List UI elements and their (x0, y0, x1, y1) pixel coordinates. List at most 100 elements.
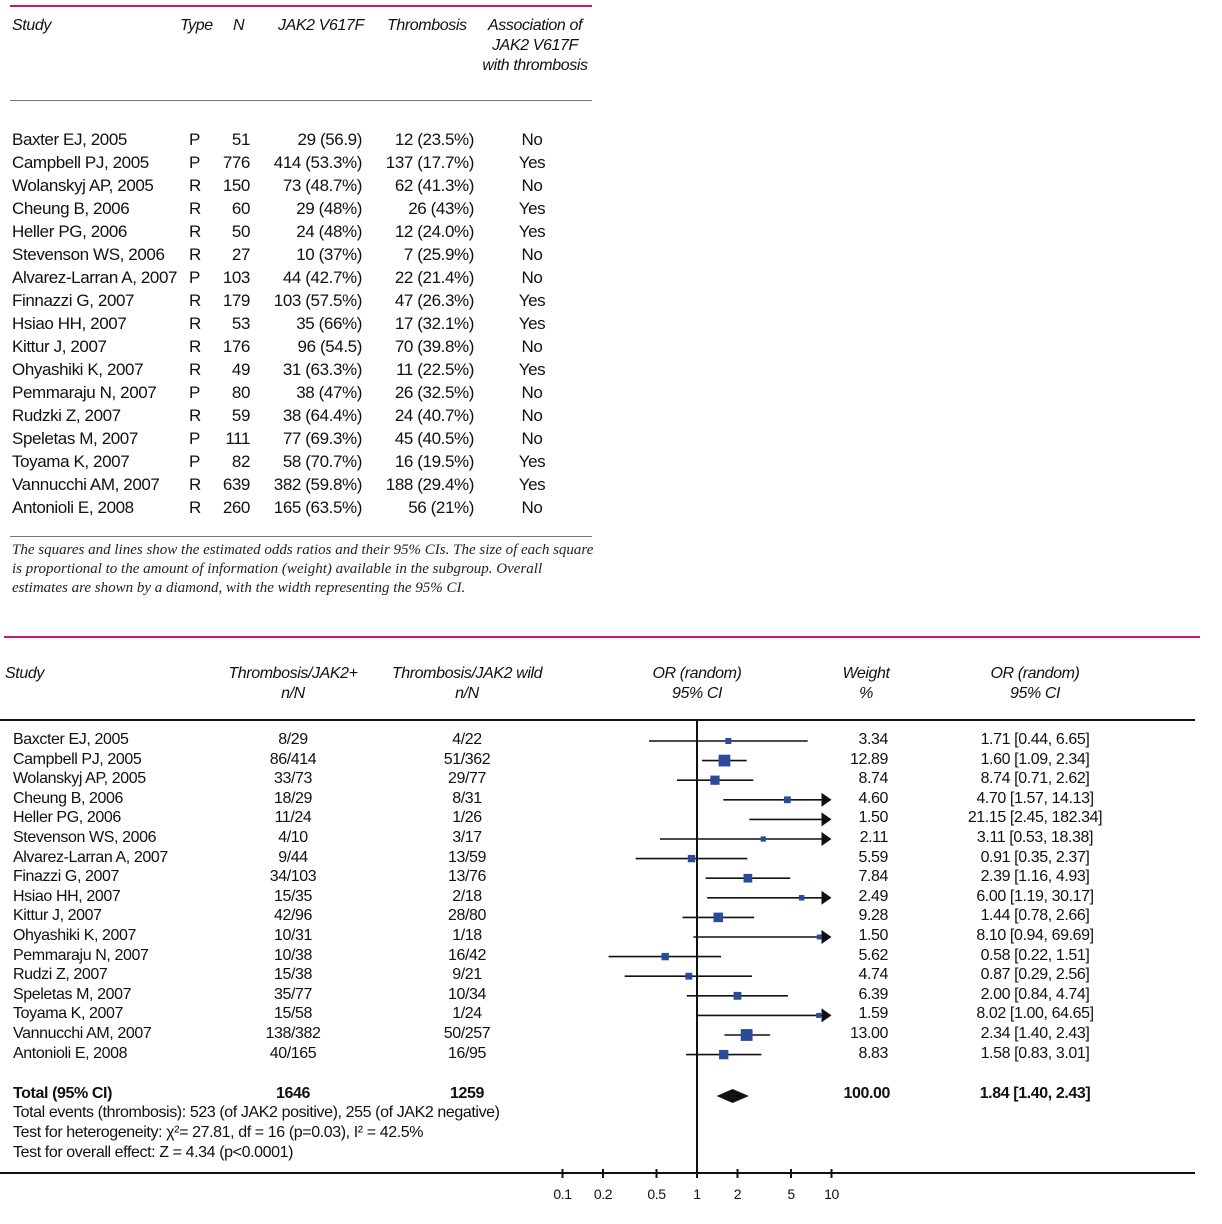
study-wild: 1/26 (452, 809, 482, 827)
study-wild: 8/31 (452, 789, 482, 807)
row-study: Vannucchi AM, 2007 (12, 475, 160, 494)
study-name: Speletas M, 2007 (13, 985, 132, 1003)
study-or: 1.71 [0.44, 6.65] (980, 731, 1090, 748)
study-pos: 18/29 (273, 789, 313, 807)
study-weight: 6.39 (858, 985, 888, 1003)
assoc-line: with thrombosis (482, 57, 588, 74)
study-or: 2.00 [0.84, 4.74] (980, 985, 1090, 1003)
study-weight: 3.34 (858, 731, 888, 748)
or-marker (784, 796, 791, 804)
study-wild: 9/21 (452, 966, 482, 984)
row-study: Rudzki Z, 2007 (12, 406, 121, 425)
row-type: R (189, 245, 201, 264)
arrow-icon (821, 930, 832, 944)
row-n: 51 (231, 130, 251, 149)
study-weight: 7.84 (858, 868, 888, 886)
study-name: Alvarez-Larran A, 2007 (13, 848, 168, 866)
study-weight: 1.50 (858, 927, 888, 944)
row-n: 639 (222, 475, 251, 494)
study-wild: 1/24 (452, 1005, 482, 1023)
forest-col-plot: OR (random) 95% CI (637, 664, 757, 704)
h: OR (random) (990, 665, 1080, 682)
row-association: No (521, 383, 543, 402)
forest-col-weight: Weight% (826, 664, 906, 704)
or-marker (661, 952, 669, 961)
row-type: P (189, 429, 200, 448)
study-name: Rudzi Z, 2007 (13, 966, 108, 984)
stats-line: Test for heterogeneity: χ²= 27.81, df = … (13, 1124, 424, 1141)
stats-line: Total events (thrombosis): 523 (of JAK2 … (13, 1104, 500, 1121)
row-type: P (189, 153, 200, 172)
total-weight: 100.00 (843, 1085, 890, 1102)
arrow-icon (821, 812, 832, 827)
study-or: 2.39 [1.16, 4.93] (980, 868, 1090, 886)
study-or: 8.10 [0.94, 69.69] (976, 927, 1094, 944)
study-name: Vannucchi AM, 2007 (13, 1025, 152, 1042)
study-name: Antonioli E, 2008 (13, 1044, 128, 1062)
total-diamond (716, 1089, 749, 1103)
or-marker (816, 1012, 822, 1018)
study-wild: 50/257 (443, 1025, 491, 1042)
forest-col-wild: Thrombosis/JAK2 wild n/N (377, 664, 557, 704)
row-thrombosis: 47 (26.3%) (394, 291, 475, 310)
forest-col-study: Study (5, 665, 44, 682)
figure-caption: The squares and lines show the estimated… (12, 542, 594, 596)
row-jak2: 29 (56.9) (297, 130, 363, 149)
study-weight: 5.59 (858, 848, 888, 866)
row-jak2: 382 (59.8%) (273, 475, 363, 494)
or-marker (740, 1029, 753, 1041)
study-or: 6.00 [1.19, 30.17] (976, 887, 1094, 905)
or-marker (687, 854, 696, 863)
row-type: R (189, 498, 201, 517)
h: Thrombosis/JAK2+ (228, 665, 358, 682)
study-weight: 2.49 (858, 887, 888, 905)
row-type: R (189, 337, 201, 356)
row-association: No (521, 268, 543, 287)
row-association: No (521, 176, 543, 195)
row-study: Baxter EJ, 2005 (12, 130, 127, 149)
row-thrombosis: 12 (24.0%) (394, 222, 475, 241)
arrow-icon (821, 890, 832, 905)
row-study: Campbell PJ, 2005 (12, 153, 149, 172)
row-study: Antonioli E, 2008 (12, 498, 134, 517)
study-pos: 40/165 (269, 1044, 317, 1062)
study-wild: 16/42 (447, 946, 487, 964)
or-marker (733, 991, 742, 1000)
or-marker (798, 895, 805, 901)
row-association: Yes (518, 222, 546, 241)
study-pos: 35/77 (273, 985, 313, 1003)
study-name: Ohyashiki K, 2007 (13, 927, 137, 944)
arrow-icon (821, 792, 832, 807)
study-or: 4.70 [1.57, 14.13] (976, 789, 1094, 807)
study-or: 3.11 [0.53, 18.38] (976, 829, 1094, 846)
study-name: Stevenson WS, 2006 (13, 829, 157, 846)
row-study: Kittur J, 2007 (12, 337, 107, 356)
row-jak2: 73 (48.7%) (282, 176, 363, 195)
study-or: 21.15 [2.45, 182.34] (967, 809, 1103, 827)
total-wild: 1259 (450, 1085, 484, 1102)
h: Weight (842, 665, 890, 682)
study-name: Finazzi G, 2007 (13, 868, 120, 886)
study-or: 8.02 [1.00, 64.65] (976, 1005, 1094, 1023)
row-n: 82 (231, 452, 251, 471)
row-n: 103 (222, 268, 251, 287)
arrow-icon (821, 832, 832, 846)
row-type: R (189, 291, 201, 310)
study-weight: 9.28 (858, 907, 888, 925)
row-n: 176 (222, 337, 251, 356)
row-type: P (189, 452, 200, 471)
row-association: No (521, 337, 543, 356)
row-thrombosis: 70 (39.8%) (394, 337, 475, 356)
row-jak2: 10 (37%) (296, 245, 362, 264)
study-wild: 51/362 (443, 750, 491, 768)
study-pos: 138/382 (265, 1025, 321, 1042)
row-type: R (189, 406, 201, 425)
row-thrombosis: 17 (32.1%) (394, 314, 475, 333)
row-study: Alvarez-Larran A, 2007 (12, 268, 178, 287)
row-thrombosis: 22 (21.4%) (394, 268, 475, 287)
row-n: 27 (231, 245, 251, 264)
row-study: Wolanskyj AP, 2005 (12, 176, 154, 195)
study-weight: 2.11 (859, 829, 889, 846)
row-jak2: 58 (70.7%) (282, 452, 363, 471)
